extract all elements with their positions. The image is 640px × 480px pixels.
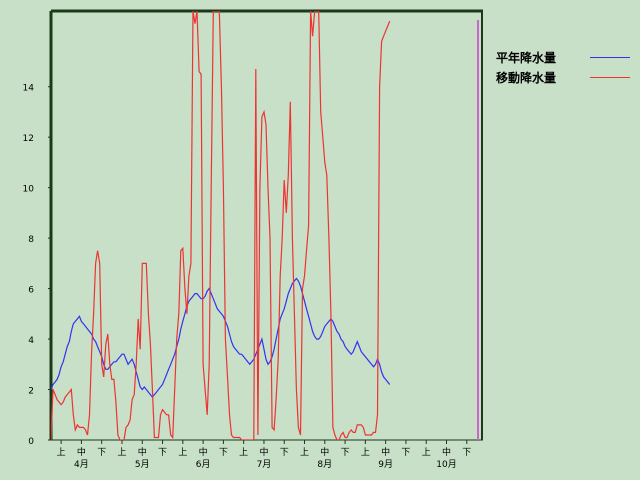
y-tick-label: 8 bbox=[28, 235, 34, 245]
x-tick-label: 中 bbox=[259, 446, 268, 458]
x-month-label: 4月 bbox=[74, 459, 89, 470]
x-tick-label: 上 bbox=[57, 447, 66, 458]
x-tick-label: 中 bbox=[320, 446, 329, 458]
x-tick-label: 上 bbox=[300, 447, 309, 458]
x-month-label: 9月 bbox=[378, 459, 393, 470]
x-month-label: 7月 bbox=[257, 459, 272, 470]
x-month-label: 10月 bbox=[436, 459, 456, 470]
x-tick-label: 下 bbox=[401, 448, 410, 458]
y-tick-label: 2 bbox=[28, 387, 34, 397]
series-lines bbox=[51, 11, 391, 440]
x-tick-label: 下 bbox=[158, 448, 167, 458]
y-tick-label: 4 bbox=[28, 336, 34, 346]
x-tick-label: 上 bbox=[361, 447, 370, 458]
y-tick-label: 0 bbox=[28, 437, 34, 447]
x-month-label: 6月 bbox=[196, 459, 211, 470]
x-tick-label: 中 bbox=[199, 446, 208, 458]
x-tick-label: 上 bbox=[117, 447, 126, 458]
series-normal-line bbox=[51, 277, 391, 399]
x-tick-label: 中 bbox=[442, 446, 451, 458]
y-tick-label: 14 bbox=[23, 84, 35, 94]
x-tick-label: 上 bbox=[178, 447, 187, 458]
x-tick-label: 下 bbox=[219, 448, 228, 458]
legend-item-moving: 移動降水量 bbox=[496, 67, 630, 87]
x-tick-label: 上 bbox=[239, 447, 248, 458]
x-tick-label: 中 bbox=[138, 446, 147, 458]
x-tick-label: 上 bbox=[422, 447, 431, 458]
x-tick-label: 中 bbox=[77, 446, 86, 458]
plot-area bbox=[51, 11, 483, 440]
x-tick-label: 中 bbox=[381, 446, 390, 458]
legend-item-normal: 平年降水量 bbox=[496, 47, 630, 67]
legend-label-moving: 移動降水量 bbox=[496, 70, 557, 85]
legend-label-normal: 平年降水量 bbox=[496, 50, 557, 65]
series-moving-line bbox=[51, 11, 391, 440]
x-tick-labels: 上中下4月上中下5月上中下6月上中下7月上中下8月上中下9月上中下10月 bbox=[57, 440, 471, 470]
x-tick-label: 下 bbox=[280, 448, 289, 458]
y-tick-label: 10 bbox=[23, 185, 35, 195]
legend: 平年降水量 移動降水量 bbox=[496, 47, 630, 87]
y-tick-labels: 0 2 4 6 8 10 12 14 bbox=[23, 84, 51, 447]
legend-swatch-normal bbox=[590, 56, 630, 58]
x-month-label: 8月 bbox=[317, 459, 332, 470]
x-month-label: 5月 bbox=[135, 459, 150, 470]
x-tick-label: 下 bbox=[97, 448, 106, 458]
legend-swatch-moving bbox=[590, 76, 630, 78]
y-tick-label: 6 bbox=[28, 286, 34, 296]
x-tick-label: 下 bbox=[341, 448, 350, 458]
x-tick-label: 下 bbox=[462, 448, 471, 458]
y-tick-label: 12 bbox=[23, 134, 34, 144]
